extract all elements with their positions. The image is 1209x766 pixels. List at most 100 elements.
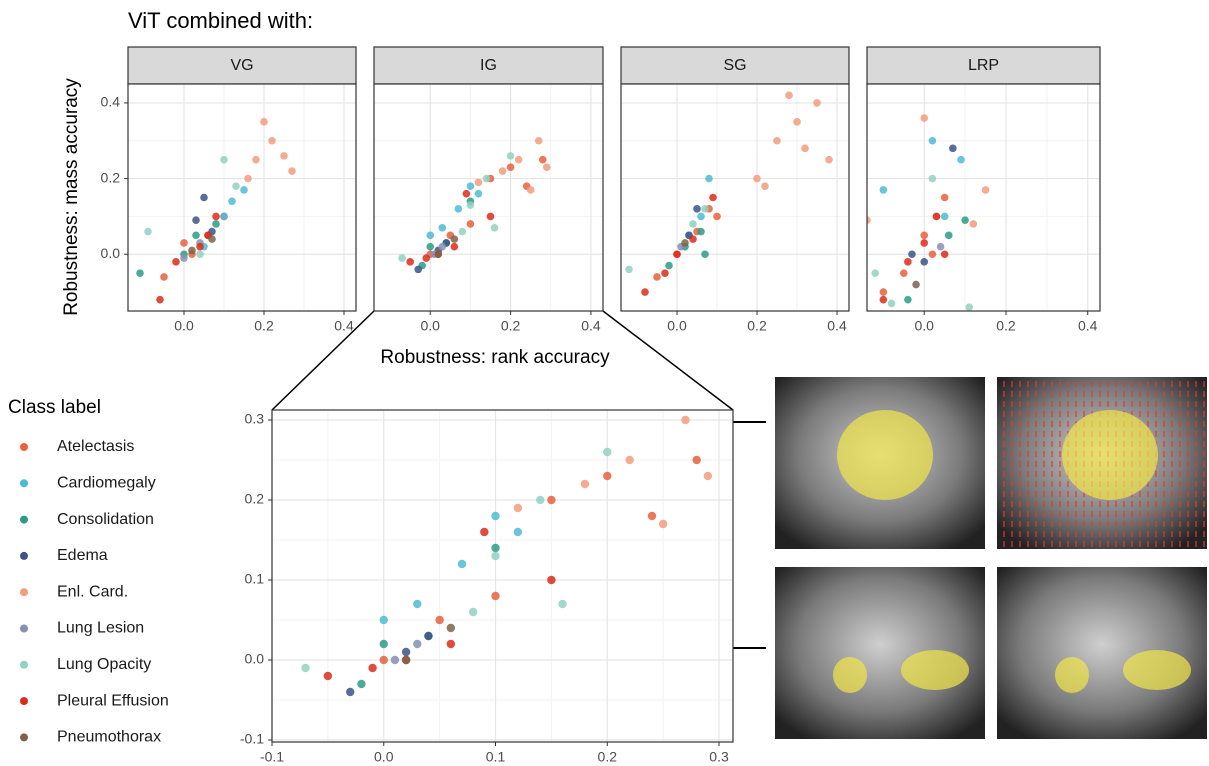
point xyxy=(228,197,236,206)
y-tick-label: -0.1 xyxy=(240,731,264,747)
point xyxy=(301,663,310,673)
point xyxy=(542,163,551,172)
point xyxy=(603,471,612,481)
point xyxy=(701,205,709,213)
y-axis-title: Robustness: mass accuracy xyxy=(61,78,82,316)
point xyxy=(705,174,713,183)
point xyxy=(446,639,456,649)
point xyxy=(244,174,252,183)
x-tick-label: 0.0 xyxy=(421,318,441,334)
zoom-connector xyxy=(602,310,734,411)
point xyxy=(867,216,871,224)
legend-label: Enl. Card. xyxy=(57,583,128,600)
point xyxy=(801,144,809,153)
point xyxy=(379,615,388,625)
legend-swatch xyxy=(20,588,28,597)
point xyxy=(474,178,483,187)
point xyxy=(713,212,721,221)
point xyxy=(208,235,216,243)
points xyxy=(301,415,713,697)
point xyxy=(192,231,200,240)
legend-title: Class label xyxy=(8,397,101,418)
figure-title: ViT combined with: xyxy=(128,8,313,33)
point xyxy=(793,118,801,126)
point xyxy=(658,519,668,529)
x-tick-label: 0.4 xyxy=(581,318,601,334)
point xyxy=(625,455,634,465)
legend-swatch xyxy=(20,479,28,488)
heatmap-overlay xyxy=(901,650,969,690)
strip-label: VG xyxy=(230,57,253,74)
point xyxy=(232,182,240,190)
point xyxy=(673,250,681,259)
point xyxy=(422,254,431,262)
heatmap-overlay xyxy=(833,657,867,693)
point xyxy=(260,118,268,126)
point xyxy=(368,663,377,673)
legend-label: Pneumothorax xyxy=(57,729,161,746)
point xyxy=(474,189,483,198)
legend-swatch xyxy=(20,624,28,633)
point xyxy=(526,186,535,194)
legend-swatch xyxy=(20,733,28,742)
x-tick-label: 0.4 xyxy=(1078,318,1098,334)
x-tick-label: 0.2 xyxy=(996,318,1016,334)
legend-swatch xyxy=(20,515,28,524)
panel-border xyxy=(127,83,357,312)
point xyxy=(414,265,422,274)
point xyxy=(689,235,697,243)
legend-swatch xyxy=(20,697,28,706)
legend-label: Consolidation xyxy=(57,511,154,528)
x-axis-title: Robustness: rank accuracy xyxy=(380,347,610,368)
point xyxy=(513,527,523,537)
point xyxy=(661,269,669,277)
point xyxy=(940,193,949,202)
point xyxy=(580,479,590,489)
point xyxy=(401,655,411,665)
point xyxy=(466,201,475,209)
point xyxy=(379,655,388,665)
point xyxy=(928,250,937,259)
point xyxy=(761,182,769,190)
point xyxy=(220,155,228,164)
heatmap-overlay xyxy=(1062,410,1158,500)
point xyxy=(323,671,333,681)
point xyxy=(514,155,523,164)
point xyxy=(401,647,411,657)
point xyxy=(785,91,793,100)
point xyxy=(957,155,965,164)
y-tick-label: 0.0 xyxy=(245,651,265,667)
point xyxy=(547,575,556,585)
point xyxy=(424,631,433,641)
point xyxy=(413,599,422,609)
point xyxy=(454,205,463,213)
point xyxy=(653,273,661,281)
panel-border xyxy=(866,83,1101,312)
point xyxy=(697,227,705,236)
point xyxy=(534,136,543,145)
point xyxy=(462,189,471,198)
xray-image xyxy=(775,567,985,739)
point xyxy=(196,250,204,259)
point xyxy=(908,250,916,259)
point xyxy=(268,136,276,145)
point xyxy=(961,216,969,224)
x-tick-label: 0.2 xyxy=(747,318,767,334)
panel-border xyxy=(620,83,850,312)
x-tick-label: 0.2 xyxy=(501,318,521,334)
points xyxy=(136,118,296,304)
point xyxy=(252,155,260,164)
point xyxy=(681,415,690,425)
point xyxy=(879,288,888,296)
point xyxy=(346,687,355,697)
point xyxy=(379,639,388,649)
point xyxy=(753,174,761,183)
point xyxy=(144,227,152,236)
point xyxy=(220,212,228,221)
panel-background xyxy=(621,84,849,311)
y-tick-label: 0.3 xyxy=(245,411,265,427)
x-tick-label: 0.1 xyxy=(486,749,506,765)
point xyxy=(625,265,633,274)
panel-background xyxy=(272,410,733,742)
